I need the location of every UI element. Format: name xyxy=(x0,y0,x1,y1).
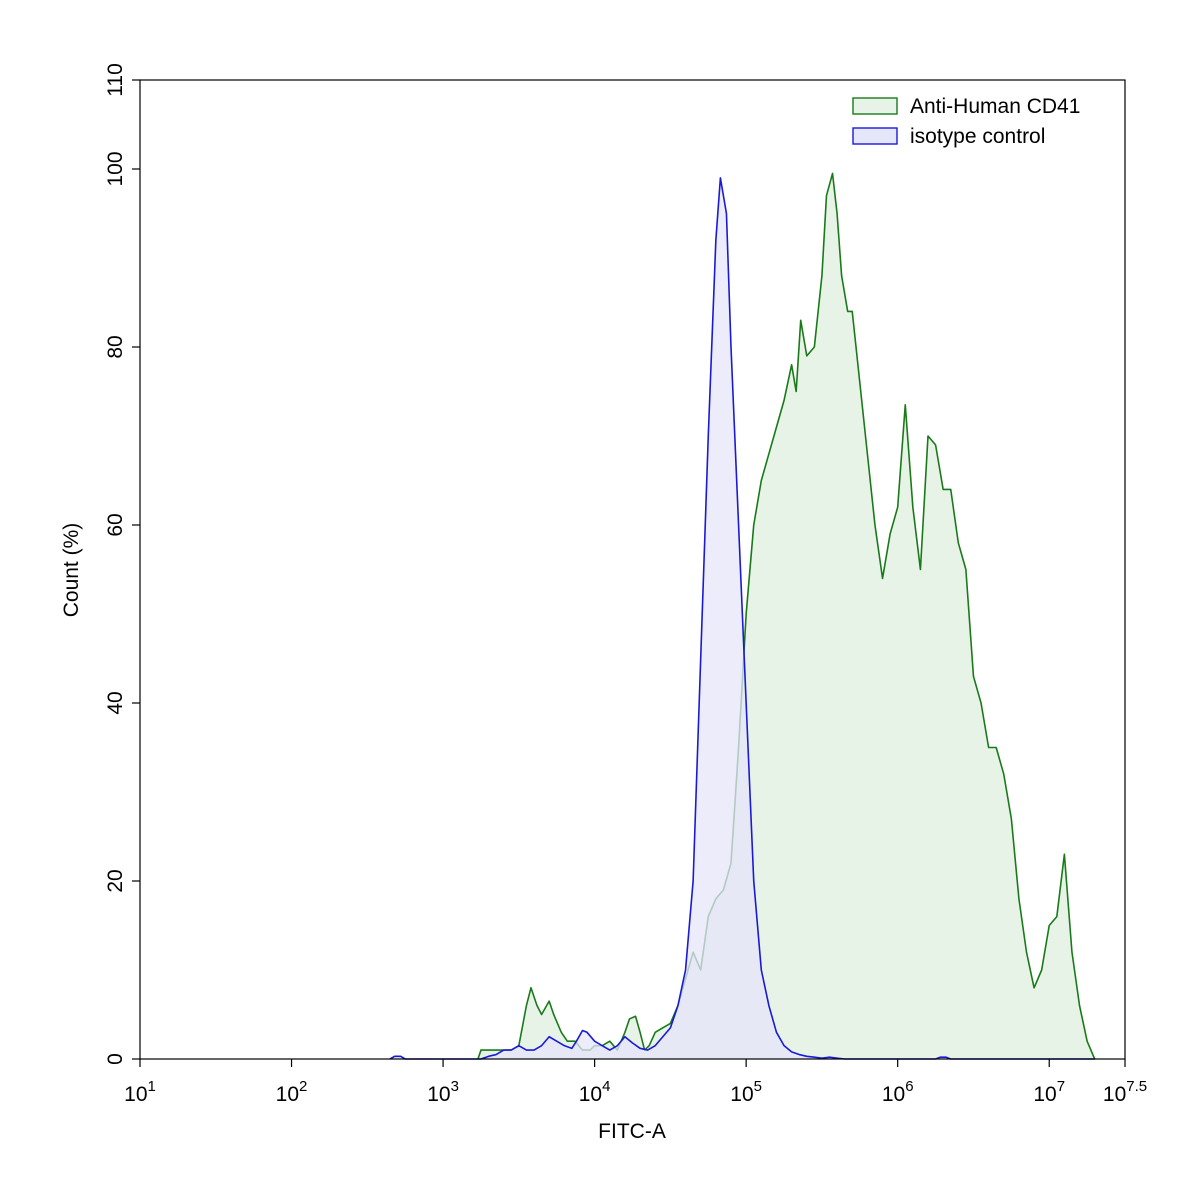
x-tick-base: 10 xyxy=(1033,1083,1056,1106)
y-tick-label: 40 xyxy=(104,691,127,714)
y-axis: 0 20 40 60 80 100 110 xyxy=(104,63,140,1065)
x-tick-exponent: 4 xyxy=(602,1078,610,1095)
x-tick-label: 101 xyxy=(124,1078,156,1106)
legend-swatch xyxy=(852,97,898,115)
series-layer xyxy=(389,172,1096,1060)
series-line-1 xyxy=(389,177,1095,1060)
x-tick-label: 107.5 xyxy=(1103,1078,1147,1106)
legend-label: Anti-Human CD41 xyxy=(910,95,1080,118)
legend-label: isotype control xyxy=(910,125,1045,148)
y-tick-label: 60 xyxy=(104,513,127,536)
x-tick-base: 10 xyxy=(730,1083,753,1106)
series-line-0 xyxy=(477,172,1096,1060)
x-tick-label: 104 xyxy=(579,1078,611,1106)
legend-swatch xyxy=(852,127,898,145)
x-tick-exponent: 3 xyxy=(451,1078,459,1095)
x-tick-exponent: 1 xyxy=(148,1078,156,1095)
legend: Anti-Human CD41 isotype control xyxy=(852,95,1080,148)
y-tick-label: 80 xyxy=(104,335,127,358)
series-area-0 xyxy=(477,173,1095,1059)
plot-frame xyxy=(139,79,1126,1060)
x-tick-exponent: 7.5 xyxy=(1126,1078,1147,1095)
x-tick-exponent: 2 xyxy=(299,1078,307,1095)
x-tick-label: 103 xyxy=(427,1078,459,1106)
x-tick-label: 105 xyxy=(730,1078,762,1106)
y-tick-label: 20 xyxy=(104,869,127,892)
x-tick-exponent: 7 xyxy=(1057,1078,1065,1095)
y-tick-label: 100 xyxy=(104,151,127,186)
x-tick-base: 10 xyxy=(882,1083,905,1106)
x-tick-base: 10 xyxy=(579,1083,602,1106)
x-tick-base: 10 xyxy=(427,1083,450,1106)
x-tick-exponent: 5 xyxy=(754,1078,762,1095)
x-tick-label: 102 xyxy=(276,1078,308,1106)
x-tick-base: 10 xyxy=(124,1083,147,1106)
x-axis-title: FITC-A xyxy=(598,1120,666,1143)
x-tick-label: 106 xyxy=(882,1078,914,1106)
y-tick-label: 110 xyxy=(104,63,127,96)
x-tick-label: 107 xyxy=(1033,1078,1065,1106)
x-tick-base: 10 xyxy=(1103,1083,1126,1106)
y-axis-title: Count (%) xyxy=(60,523,83,618)
x-tick-base: 10 xyxy=(276,1083,299,1106)
x-axis: 101 102 103 104 105 106 107 107.5 xyxy=(124,1059,1147,1106)
y-tick-label: 0 xyxy=(104,1053,127,1065)
x-tick-exponent: 6 xyxy=(905,1078,913,1095)
